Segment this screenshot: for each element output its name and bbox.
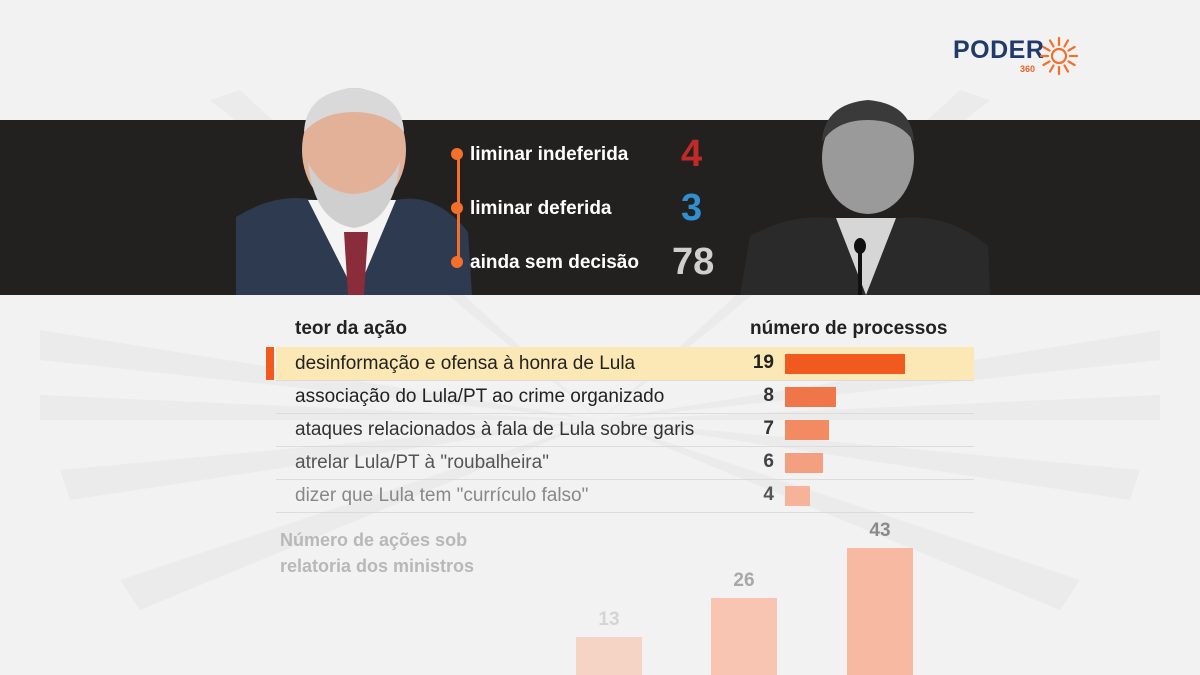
row-label: associação do Lula/PT ao crime organizad… [295, 386, 665, 407]
table-row: atrelar Lula/PT à "roubalheira" 6 [276, 446, 974, 480]
row-bar [785, 420, 830, 440]
ministers-chart-title: Número de ações sob relatoria dos minist… [280, 530, 475, 576]
stat-value: 3 [681, 187, 703, 229]
row-bar [785, 486, 811, 506]
row-bar [785, 387, 836, 407]
brand-sub: 360 [1020, 64, 1036, 74]
row-value: 4 [763, 484, 774, 505]
highlight-marker [266, 347, 274, 380]
table-row: dizer que Lula tem "currículo falso" 4 [276, 479, 974, 513]
table-row: associação do Lula/PT ao crime organizad… [276, 380, 974, 414]
row-label: atrelar Lula/PT à "roubalheira" [295, 452, 549, 473]
table-row: ataques relacionados à fala de Lula sobr… [276, 413, 974, 447]
summary-band [0, 120, 1200, 295]
sun-icon [1039, 36, 1079, 76]
stat-label: liminar deferida [470, 198, 612, 219]
brand-logo: PODER 360 [953, 36, 1083, 78]
brand-name: PODER [953, 36, 1045, 64]
table-row: desinformação e ofensa à honra de Lula 19 [276, 347, 974, 381]
stat-label: ainda sem decisão [470, 252, 639, 273]
decision-stats: liminar indeferida 4 liminar deferida 3 … [448, 130, 748, 290]
column-header-count: número de processos [750, 318, 948, 339]
minister-bar-value: 26 [733, 570, 755, 592]
portrait-left [236, 88, 472, 295]
stat-value: 4 [681, 133, 703, 175]
row-value: 8 [763, 385, 774, 406]
minister-bar [711, 598, 777, 675]
minister-bar [847, 548, 913, 675]
stat-value: 78 [672, 241, 715, 283]
timeline-dot [451, 202, 463, 214]
timeline-dot [451, 256, 463, 268]
minister-bar-value: 43 [869, 520, 891, 541]
row-label: desinformação e ofensa à honra de Lula [295, 353, 636, 374]
portrait-right [740, 100, 990, 295]
timeline-dot [451, 148, 463, 160]
row-value: 7 [763, 418, 774, 439]
row-value: 19 [752, 352, 774, 373]
row-label: ataques relacionados à fala de Lula sobr… [295, 419, 695, 440]
stat-label: liminar indeferida [470, 144, 629, 165]
row-value: 6 [763, 451, 774, 472]
row-bar [785, 354, 905, 374]
column-header-theme: teor da ação [295, 318, 407, 339]
row-label: dizer que Lula tem "currículo falso" [295, 485, 589, 506]
minister-bar [576, 636, 642, 675]
row-bar [785, 453, 823, 473]
minister-bar-value: 13 [598, 608, 620, 630]
